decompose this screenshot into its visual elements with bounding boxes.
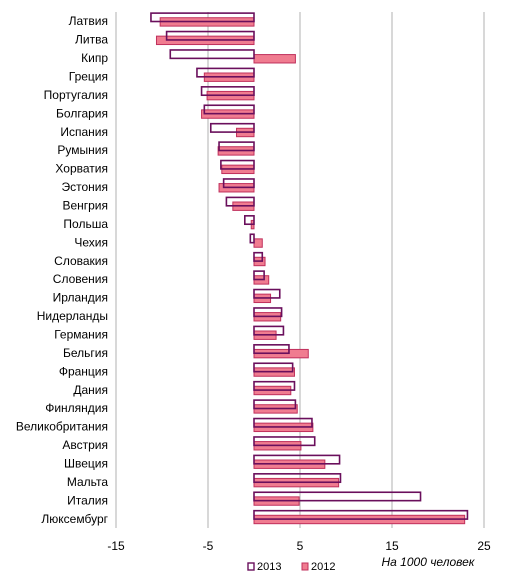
category-label: Греция: [69, 70, 108, 84]
bar-2013: [253, 362, 294, 373]
bar-2013: [244, 215, 255, 226]
bar-2013: [253, 288, 281, 299]
bar-2013: [253, 251, 264, 262]
category-label: Словакия: [54, 254, 108, 268]
category-label: Франция: [59, 364, 108, 378]
category-label: Венгрия: [62, 199, 108, 213]
category-label: Австрия: [62, 438, 108, 452]
category-label: Чехия: [74, 235, 108, 249]
x-tick-label: -15: [107, 539, 125, 553]
category-label: Словения: [53, 272, 108, 286]
category-label: Литва: [75, 33, 108, 47]
bar-2013: [200, 86, 255, 97]
category-label: Ирландия: [53, 291, 108, 305]
category-label: Эстония: [62, 180, 109, 194]
bar-2013: [203, 104, 255, 115]
bar-2013: [209, 122, 255, 133]
bar-2013: [220, 159, 255, 170]
bar-2013: [253, 270, 265, 281]
bar-2013: [165, 30, 255, 41]
x-tick-label: 25: [477, 539, 491, 553]
legend-swatch-2013: [247, 562, 255, 571]
bar-2013: [253, 344, 290, 355]
bar-2013: [253, 417, 313, 428]
category-label: Швеция: [64, 457, 108, 471]
category-label: Мальта: [67, 475, 108, 489]
category-label: Люксембург: [41, 512, 108, 526]
category-label: Германия: [54, 328, 108, 342]
bar-2013: [222, 178, 255, 189]
bar-2013: [253, 454, 341, 465]
bar-2013: [150, 12, 255, 23]
category-label: Болгария: [56, 106, 108, 120]
category-label: Великобритания: [16, 420, 108, 434]
category-label: Хорватия: [55, 162, 108, 176]
category-label: Италия: [67, 493, 108, 507]
bar-2013: [253, 473, 342, 484]
category-label: Кипр: [81, 51, 108, 65]
bar-2013: [253, 380, 296, 391]
legend: 2013 2012: [247, 561, 335, 573]
bar-2013: [169, 49, 255, 60]
legend-label-2012: 2012: [311, 561, 335, 573]
category-label: Дания: [73, 383, 108, 397]
category-label: Финляндия: [45, 401, 108, 415]
x-axis-unit-label: На 1000 человек: [382, 555, 476, 569]
x-tick-label: 5: [297, 539, 304, 553]
bar-2012: [253, 238, 263, 248]
category-label: Нидерланды: [37, 309, 108, 323]
bar-2013: [253, 491, 422, 502]
bar-2013: [225, 196, 255, 207]
x-tick-labels: -15 -5 5 15 25: [107, 539, 491, 553]
category-label: Бельгия: [63, 346, 108, 360]
bar-2013: [218, 141, 255, 152]
bar-2012: [253, 54, 296, 64]
legend-swatch-2012: [301, 562, 309, 571]
bars: [150, 12, 469, 525]
bar-2013: [253, 436, 316, 447]
category-label: Испания: [60, 125, 108, 139]
x-tick-label: 15: [385, 539, 399, 553]
category-label: Латвия: [69, 14, 108, 28]
category-label: Польша: [63, 217, 108, 231]
bar-2013: [253, 399, 297, 410]
x-tick-label: -5: [203, 539, 214, 553]
bar-2013: [249, 233, 255, 244]
category-label: Португалия: [44, 88, 108, 102]
category-label: Румыния: [57, 143, 108, 157]
bar-2013: [196, 67, 255, 78]
category-labels: Латвия Литва Кипр Греция Португалия Болгария И…: [16, 14, 109, 526]
bar-2013: [253, 325, 285, 336]
legend-label-2013: 2013: [257, 561, 281, 573]
bar-2013: [253, 509, 469, 520]
bar-2013: [253, 307, 283, 318]
gridlines: [115, 12, 485, 528]
